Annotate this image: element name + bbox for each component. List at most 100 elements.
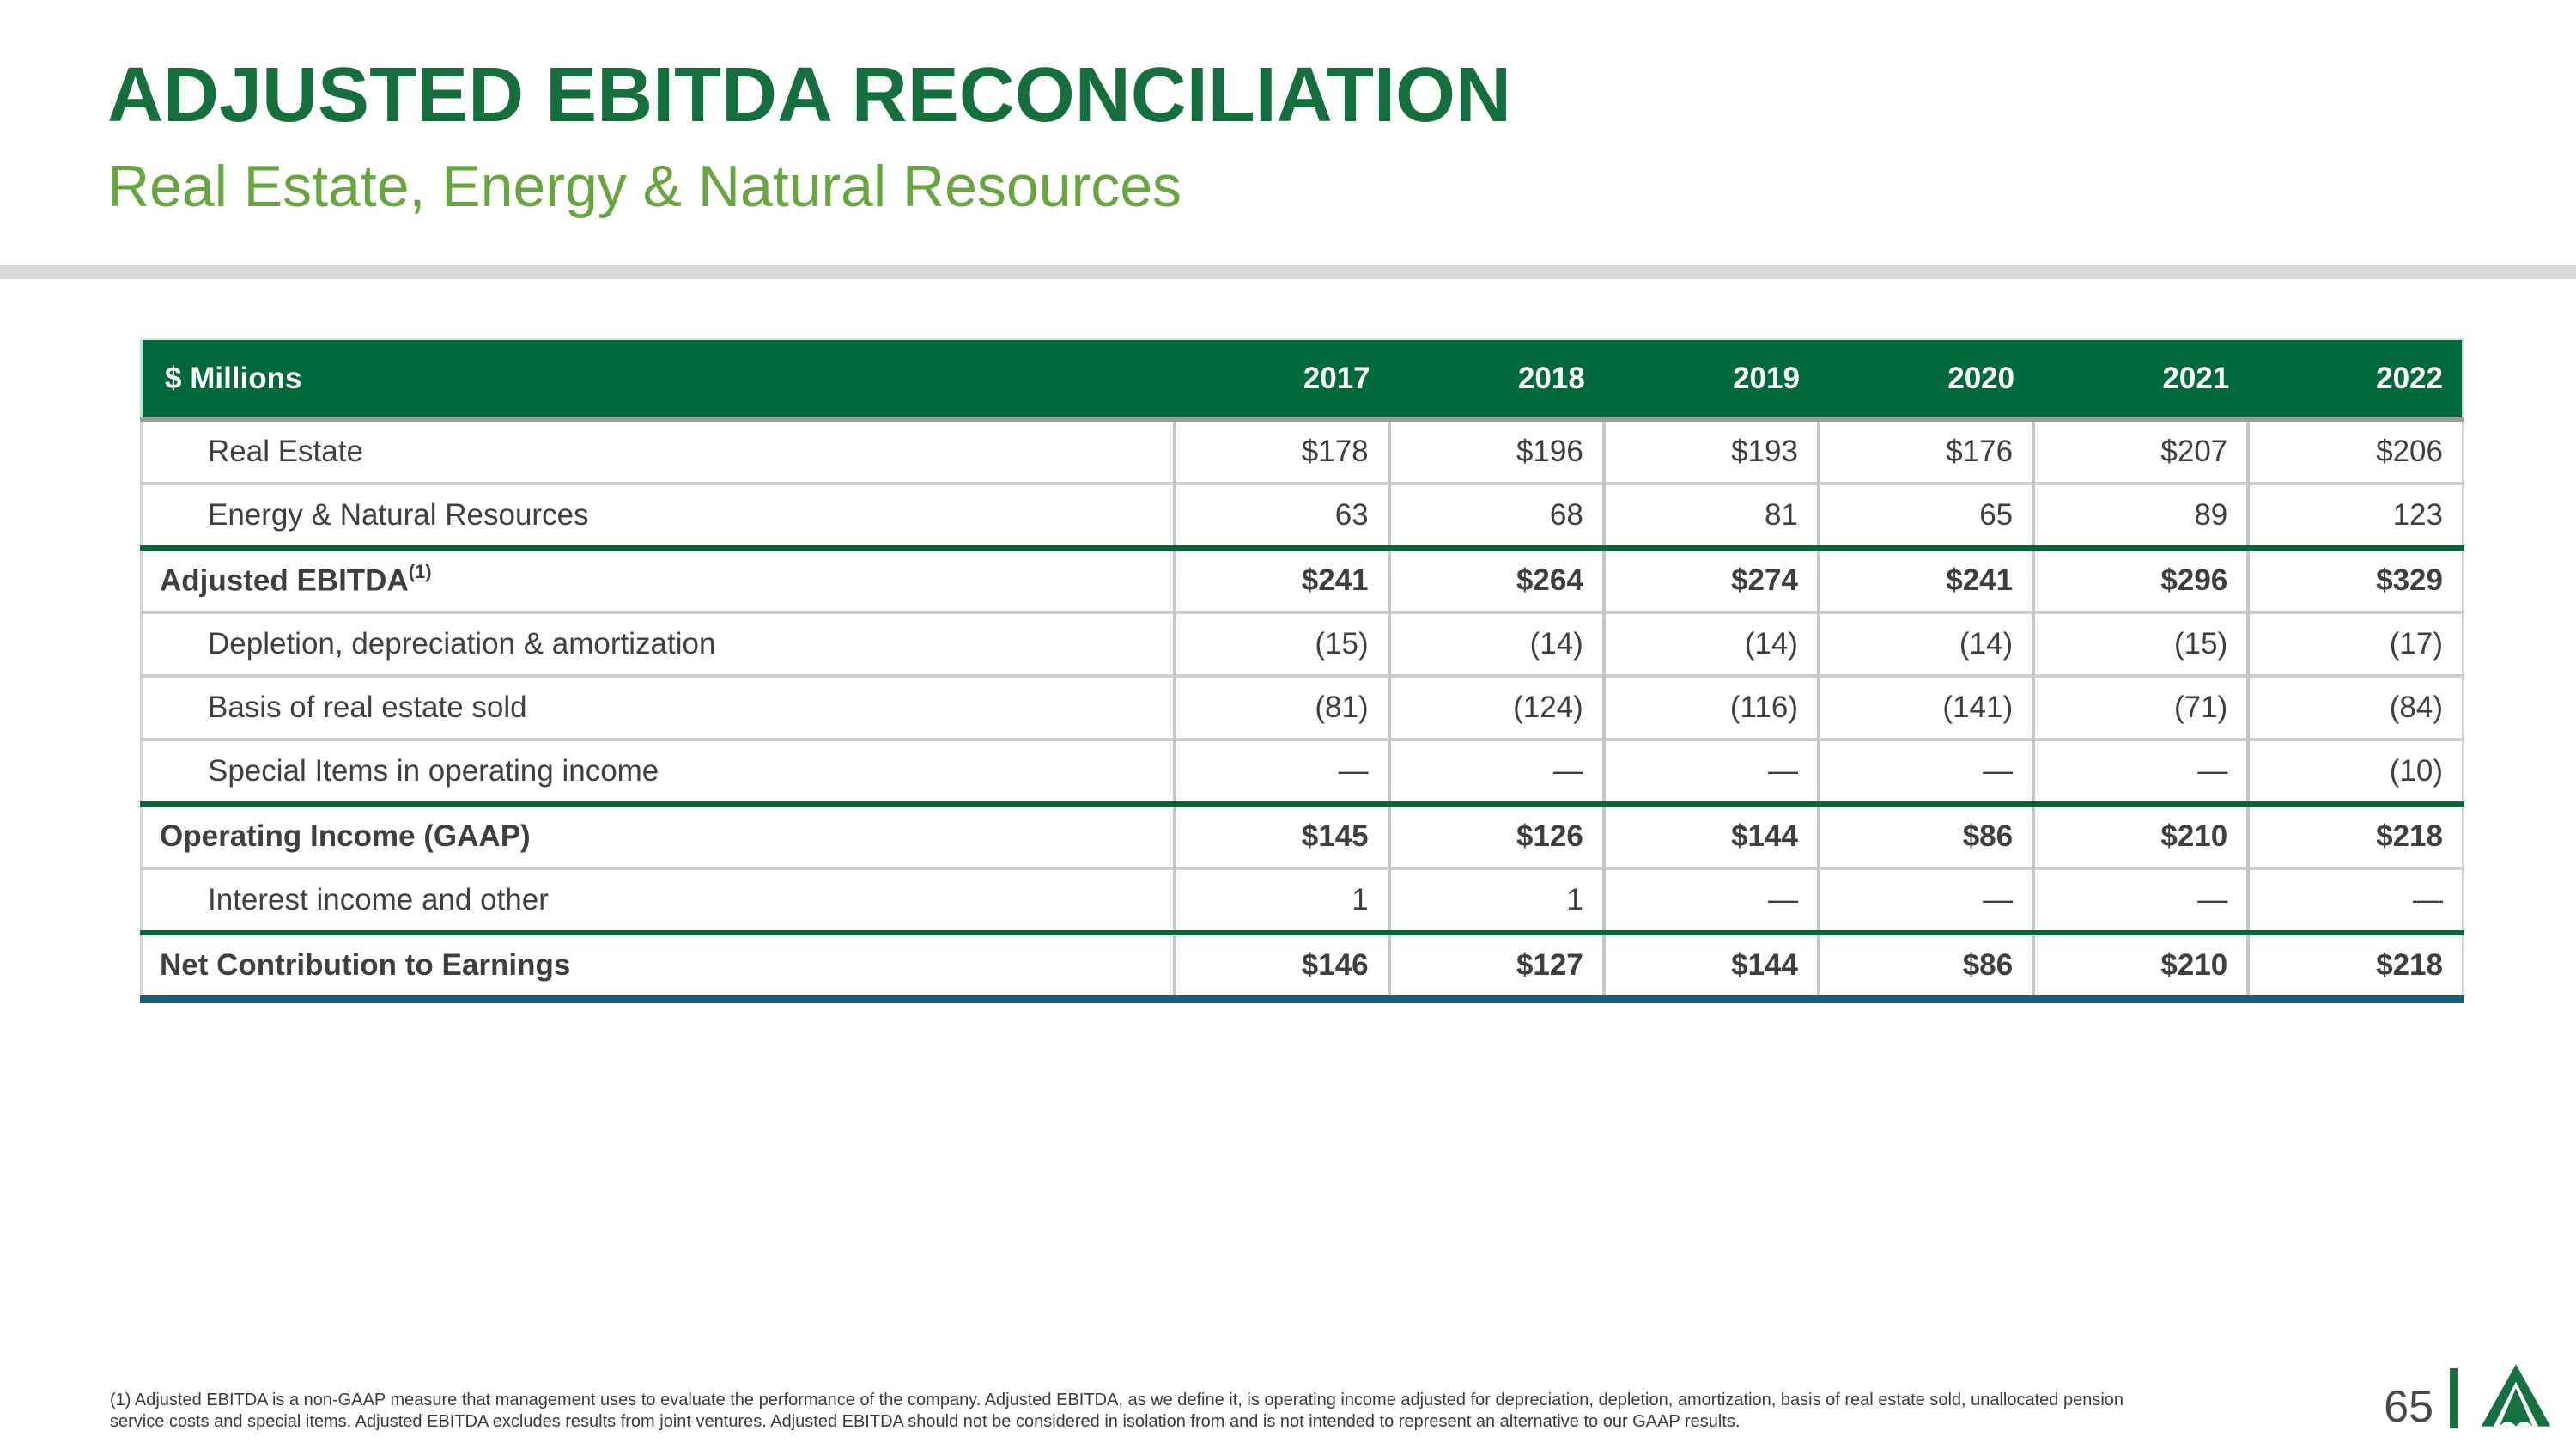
cell-value: $210 (2032, 804, 2249, 868)
row-label-text: Interest income and other (208, 883, 549, 916)
cell-value: (17) (2246, 612, 2464, 676)
row-label-text: Real Estate (208, 435, 363, 468)
year-header: 2021 (2033, 338, 2249, 420)
cell-value: $206 (2246, 419, 2464, 484)
table-row: Adjusted EBITDA(1) $241 $264 $274 $241 $296 $3… (141, 548, 2464, 612)
cell-value: $241 (1816, 548, 2034, 612)
row-label: Adjusted EBITDA(1) (141, 548, 1175, 612)
cell-value: $126 (1387, 804, 1604, 868)
cell-value: $274 (1601, 548, 1819, 612)
cell-value: $144 (1601, 933, 1819, 1000)
cell-value: — (1816, 740, 2034, 804)
slide-subtitle: Real Estate, Energy & Natural Resources (107, 154, 1182, 219)
slide-title: ADJUSTED EBITDA RECONCILIATION (107, 52, 1512, 138)
row-label: Depletion, depreciation & amortization (141, 612, 1175, 676)
row-label-text: Basis of real estate sold (208, 691, 527, 724)
cell-value: $178 (1172, 419, 1389, 484)
cell-value: 63 (1172, 484, 1389, 548)
cell-value: — (1816, 868, 2034, 933)
footnote-line-1: (1) Adjusted EBITDA is a non-GAAP measur… (110, 1391, 2124, 1409)
cell-value: 65 (1816, 484, 2034, 548)
divider-bar (0, 265, 2576, 279)
row-label: Energy & Natural Resources (141, 484, 1175, 548)
table-row: Real Estate $178 $196 $193 $176 $207 $206 (141, 419, 2464, 484)
footnote-line-2: service costs and special items. Adjuste… (110, 1412, 1741, 1431)
cell-value: (14) (1387, 612, 1604, 676)
cell-value: — (1387, 740, 1604, 804)
cell-value: (124) (1387, 676, 1604, 740)
cell-value: 89 (2032, 484, 2249, 548)
row-label: Interest income and other (141, 868, 1175, 933)
row-label: Net Contribution to Earnings (141, 933, 1175, 1000)
cell-value: $86 (1816, 804, 2034, 868)
cell-value: $86 (1816, 933, 2034, 1000)
year-header: 2020 (1818, 338, 2034, 420)
weyerhaeuser-logo-icon (2481, 1364, 2551, 1427)
cell-value: (14) (1816, 612, 2034, 676)
page-number: 65 (2384, 1382, 2433, 1432)
row-label-text: Special Items in operating income (208, 754, 659, 788)
cell-value: (10) (2246, 740, 2464, 804)
year-header: 2018 (1388, 338, 1604, 420)
cell-value: $241 (1172, 548, 1389, 612)
row-label: Real Estate (141, 419, 1175, 484)
cell-value: $218 (2246, 933, 2464, 1000)
cell-value: (15) (2032, 612, 2249, 676)
cell-value: $329 (2246, 548, 2464, 612)
cell-value: $196 (1387, 419, 1604, 484)
cell-value: (15) (1172, 612, 1389, 676)
cell-value: $207 (2032, 419, 2249, 484)
cell-value: $210 (2032, 933, 2249, 1000)
footer-divider-bar (2450, 1368, 2458, 1428)
cell-value: (81) (1172, 676, 1389, 740)
year-header: 2017 (1174, 338, 1389, 420)
row-label: Special Items in operating income (141, 740, 1175, 804)
cell-value: $218 (2246, 804, 2464, 868)
year-header: 2022 (2248, 338, 2464, 420)
row-label-text: Depletion, depreciation & amortization (208, 627, 716, 661)
cell-value: — (1601, 868, 1819, 933)
table-row: Net Contribution to Earnings $146 $127 $144… (141, 933, 2464, 1000)
cell-value: — (1172, 740, 1389, 804)
cell-value: (116) (1601, 676, 1819, 740)
table-row: Depletion, depreciation & amortization (1… (141, 612, 2464, 676)
row-label-text: Energy & Natural Resources (208, 498, 589, 532)
row-label: Operating Income (GAAP) (141, 804, 1175, 868)
cell-value: (71) (2032, 676, 2249, 740)
cell-value: $144 (1601, 804, 1819, 868)
table-row: Special Items in operating income — — — — — (1… (141, 740, 2464, 804)
cell-value: (14) (1601, 612, 1819, 676)
year-header: 2019 (1603, 338, 1819, 420)
cell-value: 1 (1172, 868, 1389, 933)
cell-value: $145 (1172, 804, 1389, 868)
table-row: Interest income and other 1 1— — — — (141, 868, 2464, 933)
row-label-text: Net Contribution to Earnings (160, 948, 571, 982)
footnote: (1) Adjusted EBITDA is a non-GAAP measur… (110, 1390, 2360, 1433)
cell-value: — (1601, 740, 1819, 804)
cell-value: 68 (1387, 484, 1604, 548)
cell-value: — (2032, 868, 2249, 933)
cell-value: $193 (1601, 419, 1819, 484)
row-label-text: Operating Income (GAAP) (160, 819, 531, 853)
table-header-row: $ Millions 2017 2018 2019 2020 2021 2022 (141, 338, 2464, 420)
row-label-text: Adjusted EBITDA (160, 563, 409, 598)
cell-value: — (2246, 868, 2464, 933)
cell-value: — (2032, 740, 2249, 804)
table-row: Basis of real estate sold (81) (124) (116)(… (141, 676, 2464, 740)
financial-table: $ Millions 2017 2018 2019 2020 2021 2022 Real… (140, 338, 2464, 1003)
cell-value: 81 (1601, 484, 1819, 548)
cell-value: $127 (1387, 933, 1604, 1000)
cell-value: $146 (1172, 933, 1389, 1000)
cell-value: (141) (1816, 676, 2034, 740)
footnote-marker: (1) (408, 561, 432, 583)
cell-value: $176 (1816, 419, 2034, 484)
cell-value: $264 (1387, 548, 1604, 612)
unit-label: $ Millions (141, 338, 1175, 420)
table-row: Energy & Natural Resources 63 68 81 65 89 123 (141, 484, 2464, 548)
cell-value: (84) (2246, 676, 2464, 740)
cell-value: 123 (2246, 484, 2464, 548)
row-label: Basis of real estate sold (141, 676, 1175, 740)
table-row: Operating Income (GAAP) $145 $126 $144 $86 $2… (141, 804, 2464, 868)
cell-value: $296 (2032, 548, 2249, 612)
